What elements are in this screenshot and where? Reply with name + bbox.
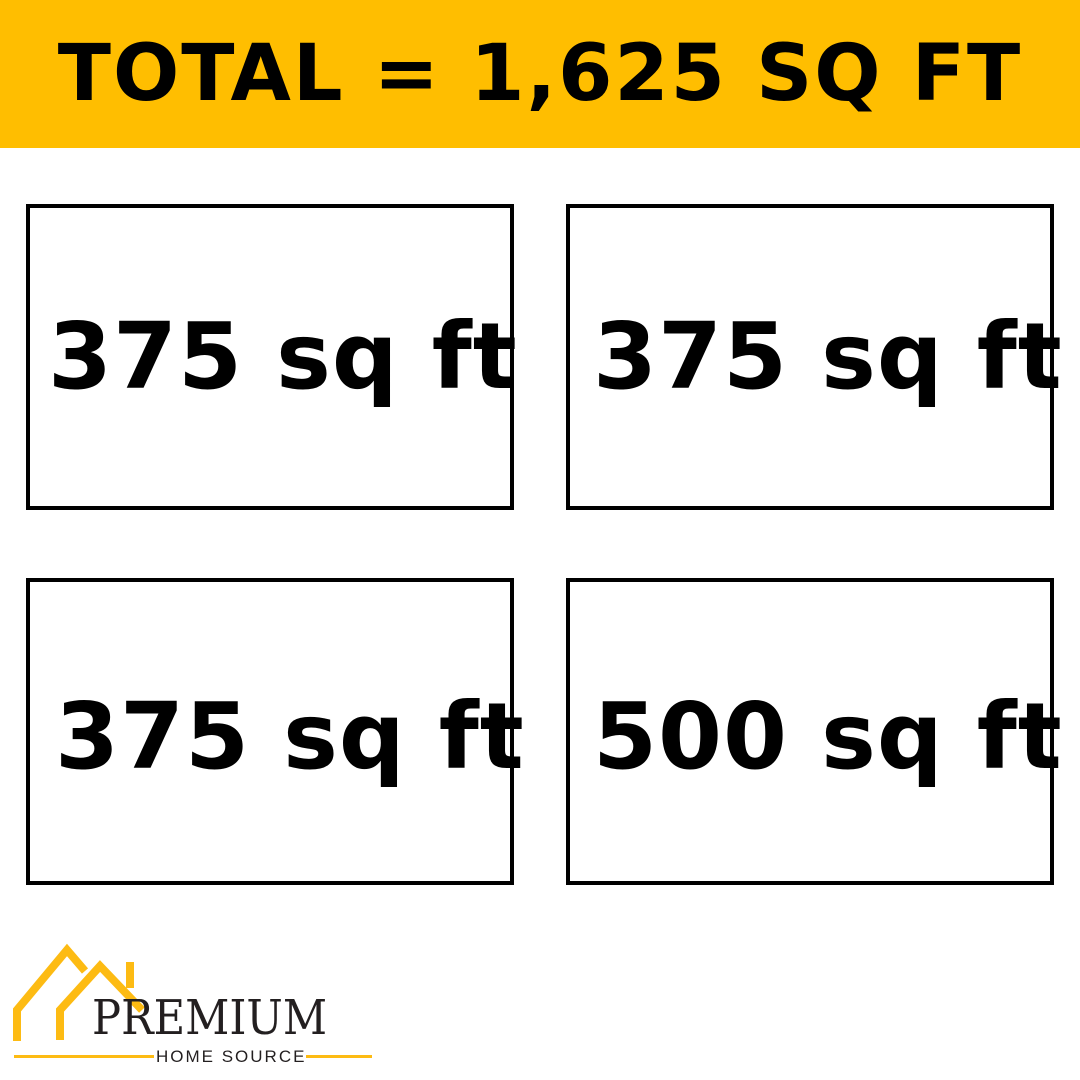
total-banner: TOTAL = 1,625 SQ FT: [0, 0, 1080, 148]
room-label: 500 sq ft: [593, 683, 1063, 790]
logo-tagline: HOME SOURCE: [156, 1047, 307, 1066]
total-title: TOTAL = 1,625 SQ FT: [57, 29, 1023, 119]
logo-name: PREMIUM: [92, 990, 328, 1046]
room-box-1: 375 sq ft: [26, 204, 517, 510]
room-label: 375 sq ft: [48, 303, 518, 410]
room-label: 375 sq ft: [55, 683, 525, 790]
room-box-3: 375 sq ft: [26, 578, 524, 885]
room-box-2: 375 sq ft: [566, 204, 1062, 510]
room-label: 375 sq ft: [593, 303, 1063, 410]
house-logo-icon: [13, 943, 372, 1058]
room-box-4: 500 sq ft: [566, 578, 1062, 885]
